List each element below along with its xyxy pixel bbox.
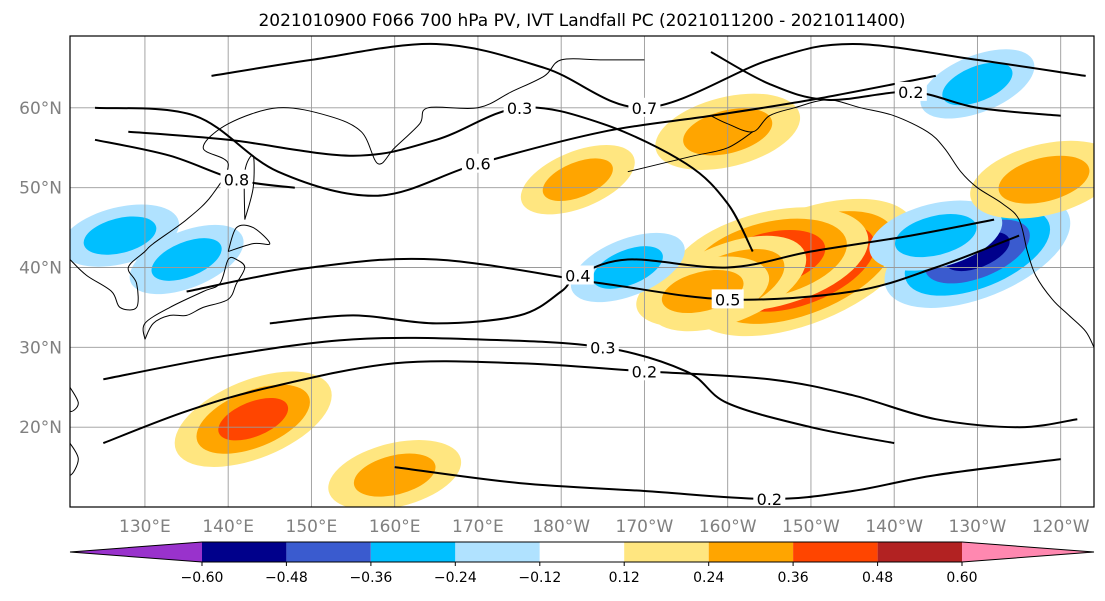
x-tick-label: 140°W (865, 517, 923, 537)
ivt-anomaly-blob (70, 204, 180, 267)
colorbar-tick-label: 0.48 (862, 570, 893, 586)
contour-label: 0.3 (507, 99, 532, 118)
colorbar-segment (539, 542, 625, 562)
colorbar-tick-label: −0.12 (518, 570, 561, 586)
contour-label-bg (753, 489, 786, 507)
pv-contour (128, 106, 754, 252)
y-tick-label: 40°N (19, 259, 62, 279)
x-tick-label: 150°E (286, 517, 338, 537)
pv-contour-layer: 0.2 0.2 0.3 0.5 0.4 0.3 0.6 0.8 0.7 0.2 (94, 42, 1086, 509)
coastline (70, 442, 79, 476)
x-tick-label: 160°W (699, 517, 757, 537)
coastline (70, 58, 645, 311)
map-frame (69, 35, 1095, 508)
colorbar-segment (624, 542, 709, 562)
anomaly-level (151, 238, 222, 281)
coastline (627, 131, 753, 173)
contour-label: 0.2 (757, 490, 782, 509)
ivt-anomaly-blob (174, 371, 332, 467)
x-tick-label: 120°W (1032, 517, 1090, 537)
colorbar-segment (877, 542, 962, 562)
colorbar-segment (793, 542, 878, 562)
colorbar-segment (202, 542, 287, 562)
y-tick-label: 60°N (19, 99, 62, 119)
colorbar-tick-label: −0.24 (434, 570, 477, 586)
colorbar-segment (286, 542, 371, 562)
map-grid (70, 36, 1094, 507)
contour-label-bg (220, 169, 253, 189)
x-tick-label: 140°E (202, 517, 254, 537)
x-tick-label: 130°W (949, 517, 1007, 537)
contour-label-bg (503, 97, 536, 117)
colorbar-segment (370, 542, 456, 562)
contour-label-bg (461, 153, 494, 173)
x-tick-label: 180°W (532, 517, 590, 537)
colorbar-extend-max (962, 542, 1094, 562)
colorbar: −0.60 −0.48 −0.36 −0.24 −0.12 0.12 0.24 0.36 0.4… (69, 541, 1095, 586)
anomaly-level (998, 155, 1090, 204)
chart-title: 2021010900 F066 700 hPa PV, IVT Landfall… (258, 11, 905, 31)
coastline (70, 387, 79, 412)
coastline (710, 99, 1094, 348)
ivt-anomaly-blob (129, 224, 244, 295)
pv-contour (710, 51, 1061, 117)
contour-label: 0.5 (715, 290, 740, 309)
contour-label-bg (894, 81, 927, 101)
x-tick-label: 160°E (369, 517, 421, 537)
coastlines (70, 58, 1094, 476)
y-tick-label: 30°N (19, 338, 62, 358)
x-tick-label: 170°E (452, 517, 504, 537)
ivt-anomaly-blob (970, 140, 1094, 219)
colorbar-tick-label: 0.24 (693, 570, 724, 586)
pv-contour (102, 360, 1078, 445)
colorbar-extend-min (70, 542, 202, 562)
y-axis-ticks: 20°N 30°N 40°N 50°N 60°N (19, 99, 62, 438)
ivt-anomaly-blob (520, 145, 635, 215)
colorbar-tick-label: 0.36 (778, 570, 809, 586)
contour-label-bg (561, 265, 594, 285)
contour-label: 0.8 (224, 171, 249, 190)
y-tick-label: 20°N (19, 418, 62, 438)
anomaly-level (542, 158, 613, 202)
contour-label: 0.4 (565, 267, 590, 286)
anomaly-level (83, 216, 157, 255)
colorbar-tick-label: −0.36 (349, 570, 392, 586)
anomaly-level (218, 398, 289, 441)
pv-contour (103, 336, 895, 445)
colorbar-tick-label: 0.60 (946, 570, 977, 586)
colorbar-tick-label: −0.60 (181, 570, 224, 586)
ivt-anomaly-blob (869, 200, 1003, 271)
contour-label: 0.6 (465, 155, 490, 174)
pv-contour (94, 138, 295, 189)
contour-label-bg (628, 97, 661, 117)
contour-label: 0.7 (632, 99, 657, 118)
x-axis-ticks: 130°E 140°E 150°E 160°E 170°E 180°W 170°W 160°W… (119, 517, 1090, 537)
contour-label-bg (628, 361, 661, 381)
x-tick-label: 170°W (616, 517, 674, 537)
pv-contour (186, 234, 1020, 301)
contour-label-bg (711, 289, 744, 309)
colorbar-tick-label: −0.48 (265, 570, 308, 586)
x-tick-label: 150°W (782, 517, 840, 537)
colorbar-segment (455, 542, 540, 562)
x-tick-label: 130°E (119, 517, 171, 537)
contour-label: 0.2 (898, 83, 923, 102)
contour-label-bg (586, 337, 619, 357)
colorbar-tick-label: 0.12 (609, 570, 640, 586)
coastline (142, 256, 246, 340)
y-tick-label: 50°N (19, 179, 62, 199)
coastline (227, 224, 271, 252)
anomaly-level (894, 214, 977, 258)
contour-label: 0.3 (590, 338, 615, 357)
contour-label: 0.2 (632, 362, 657, 381)
colorbar-segment (708, 542, 794, 562)
